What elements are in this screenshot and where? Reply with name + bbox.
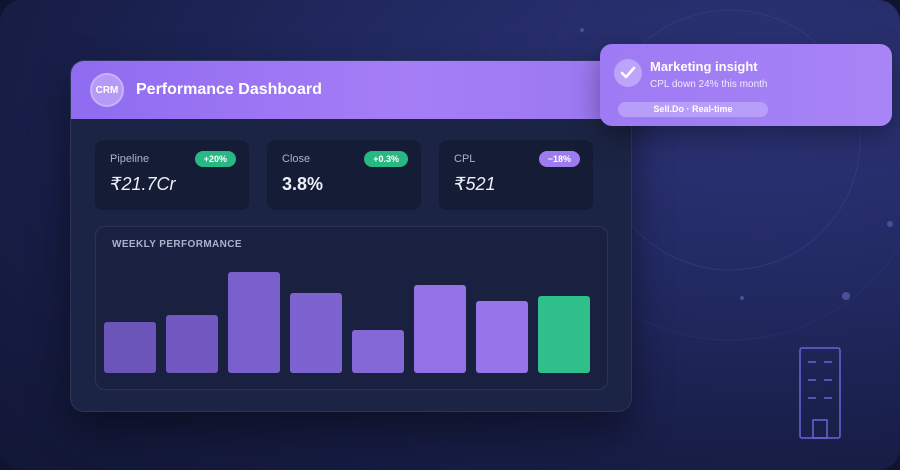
dashboard-card: CRM Performance Dashboard Pipeline ₹21.7… xyxy=(70,60,632,412)
kpi-card: CPL ₹521 −18% xyxy=(439,140,593,210)
notification: Marketing insight CPL down 24% this mont… xyxy=(600,44,892,126)
kpi-change: +0.3% xyxy=(364,151,408,167)
dashboard-title: Performance Dashboard xyxy=(136,81,322,98)
bar-chart xyxy=(104,272,590,373)
kpi-label: Pipeline xyxy=(110,153,150,165)
kpi-label: Close xyxy=(282,153,311,165)
kpi-card: Close 3.8% +0.3% xyxy=(267,140,421,210)
check-icon xyxy=(614,59,642,87)
bar xyxy=(228,272,280,373)
kpi-change: +20% xyxy=(194,151,236,167)
kpi-value: 3.8% xyxy=(282,174,324,194)
bar xyxy=(476,301,528,373)
chart-panel: WEEKLY PERFORMANCE xyxy=(95,226,608,390)
bar xyxy=(352,330,404,373)
check-mark xyxy=(620,66,636,79)
dashboard-header: CRM Performance Dashboard xyxy=(71,61,631,119)
kpi-card: Pipeline ₹21.7Cr +20% xyxy=(95,140,249,210)
kpi-value: ₹521 xyxy=(454,174,496,194)
bar xyxy=(104,322,156,373)
logo: CRM xyxy=(90,73,124,107)
kpi-change: −18% xyxy=(538,151,580,167)
notification-message: CPL down 24% this month xyxy=(650,79,768,90)
kpi-label: CPL xyxy=(454,153,476,165)
notification-title: Marketing insight xyxy=(650,59,758,74)
bar xyxy=(290,293,342,373)
bar xyxy=(538,296,590,373)
notification-tag: Sell.Do · Real-time xyxy=(618,102,768,117)
bar xyxy=(166,315,218,373)
chart-title: WEEKLY PERFORMANCE xyxy=(112,239,242,250)
kpi-value: ₹21.7Cr xyxy=(110,174,176,194)
bar xyxy=(414,285,466,373)
